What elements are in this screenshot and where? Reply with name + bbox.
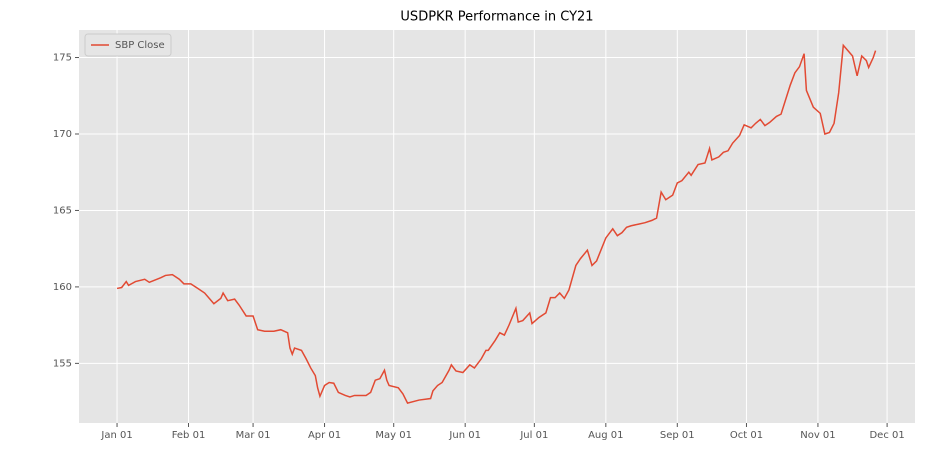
y-tick-label: 175 [53, 53, 72, 64]
x-tick-label: Apr 01 [308, 430, 341, 441]
line [116, 43, 877, 405]
x-tick-label: Jun 01 [448, 430, 481, 441]
x-tick-label: May 01 [375, 430, 412, 441]
chart-title: USDPKR Performance in CY21 [400, 10, 593, 25]
x-tick-label: Feb 01 [172, 430, 206, 441]
x-tick-label: Oct 01 [730, 430, 763, 441]
legend-box [84, 33, 172, 57]
x-tick-label: Aug 01 [588, 430, 623, 441]
y-tick-label: 160 [53, 282, 72, 293]
x-tick-label: Jul 01 [519, 430, 548, 441]
legend-label: SBP Close [115, 40, 165, 51]
y-tick-label: 170 [53, 129, 72, 140]
x-tick-label: Mar 01 [236, 430, 271, 441]
y-tick-label: 155 [53, 358, 72, 369]
x-tick-label: Dec 01 [869, 430, 904, 441]
x-tick-label: Jan 01 [100, 430, 132, 441]
y-tick-label: 165 [53, 205, 72, 216]
x-tick-label: Sep 01 [660, 430, 695, 441]
plot-area [79, 30, 915, 423]
x-tick-label: Nov 01 [800, 430, 835, 441]
